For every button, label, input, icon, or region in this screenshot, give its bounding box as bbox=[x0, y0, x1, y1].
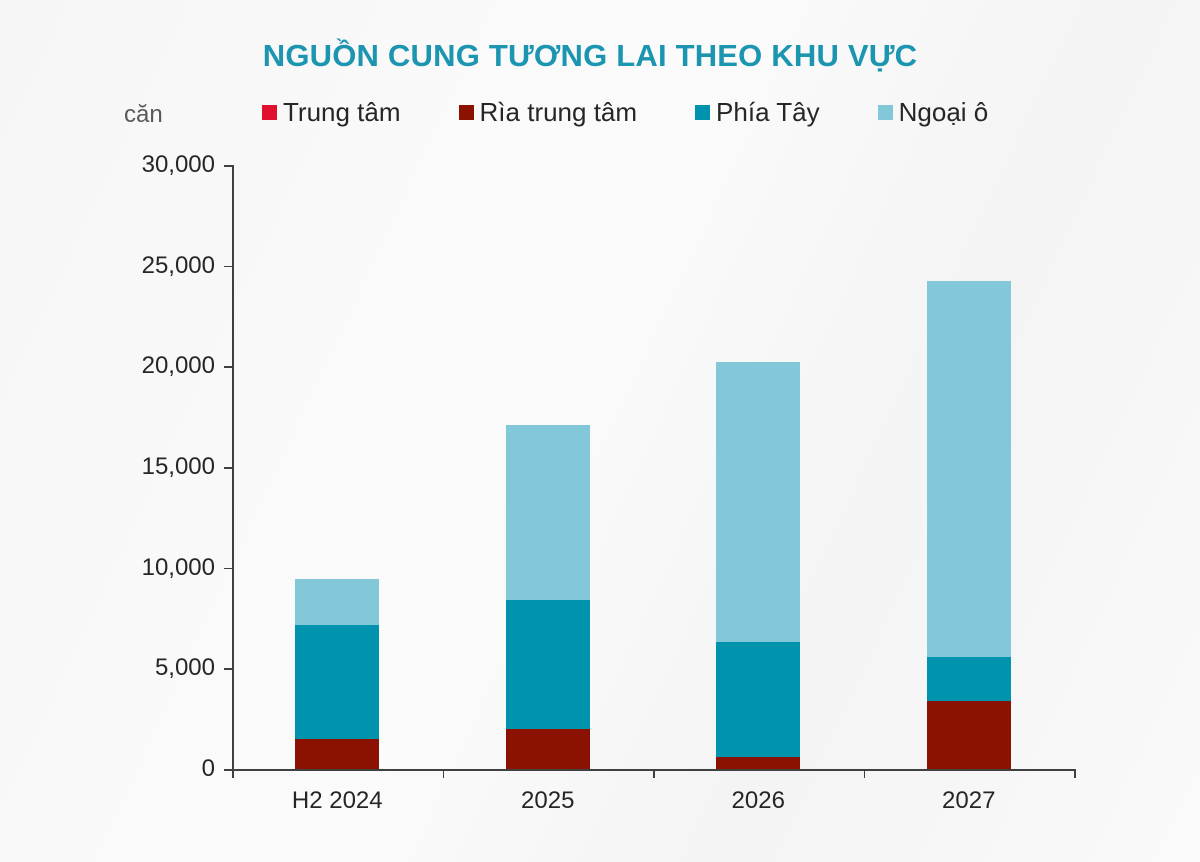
legend-swatch-icon bbox=[695, 105, 711, 120]
x-tick-mark bbox=[232, 769, 234, 778]
x-tick-label: 2027 bbox=[942, 787, 996, 814]
legend-swatch-icon bbox=[458, 105, 474, 120]
y-tick-label: 30,000 bbox=[141, 151, 215, 178]
legend-item-ngoai-o: Ngoại ô bbox=[877, 97, 989, 128]
y-tick-mark bbox=[224, 668, 232, 670]
y-axis-line bbox=[232, 165, 234, 769]
legend-swatch-icon bbox=[877, 105, 893, 120]
bar-segment-phía-tây bbox=[926, 657, 1011, 701]
x-tick-mark bbox=[863, 769, 865, 778]
legend-item-trung-tam: Trung tâm bbox=[262, 97, 401, 128]
y-tick-label: 0 bbox=[201, 755, 215, 782]
bar-segment-rìa-trung-tâm bbox=[716, 756, 801, 769]
legend-label: Rìa trung tâm bbox=[479, 97, 638, 127]
x-tick-label: H2 2024 bbox=[291, 787, 383, 814]
legend-label: Phía Tây bbox=[716, 97, 820, 127]
y-axis-unit-label: căn bbox=[124, 101, 163, 128]
y-tick-mark bbox=[224, 769, 232, 771]
y-tick-mark bbox=[224, 567, 232, 570]
y-tick-label: 20,000 bbox=[141, 352, 215, 380]
y-tick-mark bbox=[224, 366, 232, 368]
bar-segment-ngoại-ô bbox=[505, 424, 590, 600]
x-tick-mark bbox=[442, 769, 444, 778]
legend-label: Ngoại ô bbox=[898, 97, 989, 127]
legend-swatch-icon bbox=[262, 105, 277, 120]
bar-segment-rìa-trung-tâm bbox=[295, 738, 380, 769]
x-tick-mark bbox=[1074, 769, 1076, 778]
bar-segment-rìa-trung-tâm bbox=[505, 728, 590, 769]
legend-item-ria-trung-tam: Rìa trung tâm bbox=[458, 97, 638, 128]
y-tick-label: 10,000 bbox=[141, 553, 215, 581]
y-tick-mark bbox=[224, 165, 232, 167]
bar-segment-ngoại-ô bbox=[716, 362, 801, 643]
bar-segment-phía-tây bbox=[505, 599, 590, 729]
y-tick-label: 25,000 bbox=[141, 251, 215, 279]
bar-segment-phía-tây bbox=[295, 625, 380, 739]
bar-segment-ngoại-ô bbox=[926, 280, 1011, 658]
x-tick-mark bbox=[653, 769, 655, 778]
bar-segment-phía-tây bbox=[716, 642, 801, 757]
y-tick-label: 5,000 bbox=[154, 654, 215, 682]
legend-item-phia-tay: Phía Tây bbox=[695, 97, 820, 128]
legend: Trung tâm Rìa trung tâm Phía Tây Ngoại ô bbox=[262, 97, 988, 128]
x-tick-label: 2025 bbox=[521, 787, 575, 814]
legend-label: Trung tâm bbox=[283, 97, 401, 127]
bar-segment-rìa-trung-tâm bbox=[926, 700, 1011, 769]
x-tick-label: 2026 bbox=[731, 787, 785, 814]
y-tick-label: 15,000 bbox=[141, 453, 215, 480]
bar-segment-ngoại-ô bbox=[295, 578, 380, 626]
y-tick-mark bbox=[224, 265, 232, 268]
chart-title: NGUỒN CUNG TƯƠNG LAI THEO KHU VỰC bbox=[262, 38, 918, 73]
y-tick-mark bbox=[224, 467, 232, 469]
